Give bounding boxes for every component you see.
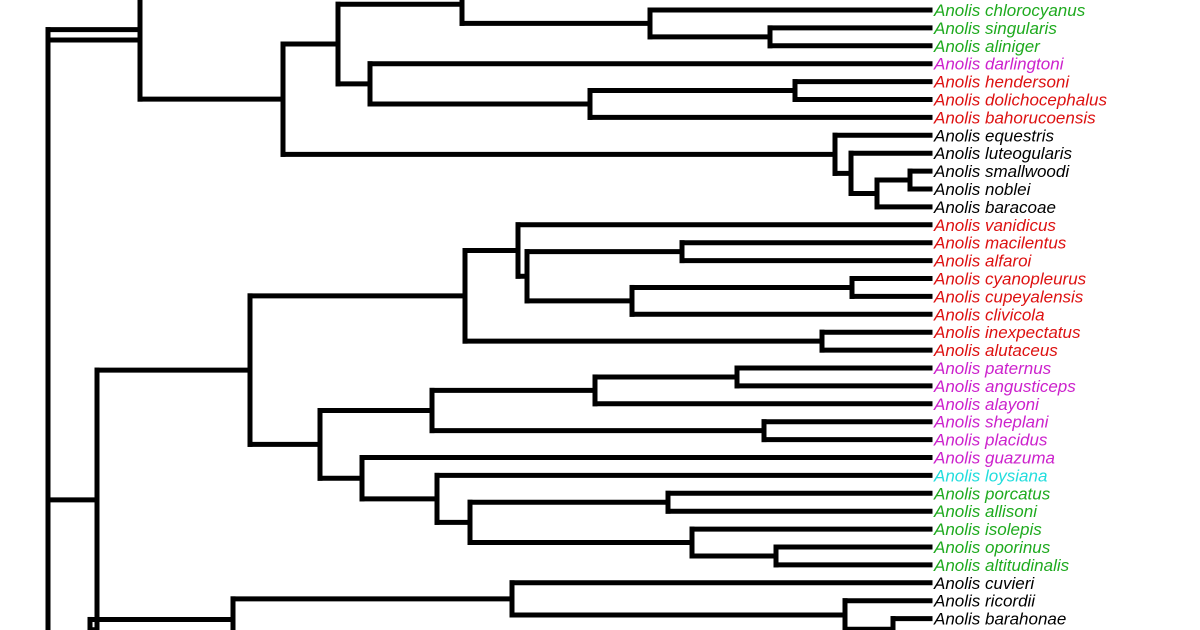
taxon-label: Anolis equestris <box>933 126 1055 145</box>
taxon-label: Anolis guazuma <box>933 449 1055 468</box>
taxon-label: Anolis chlorocyanus <box>933 1 1086 20</box>
taxon-label: Anolis alayoni <box>933 395 1040 414</box>
taxon-label: Anolis darlingtoni <box>933 55 1065 74</box>
taxon-label: Anolis macilentus <box>933 234 1067 253</box>
taxon-label: Anolis vanidicus <box>933 216 1056 235</box>
taxon-label: Anolis noblei <box>933 180 1032 199</box>
taxon-label: Anolis inexpectatus <box>933 323 1081 342</box>
taxon-label: Anolis porcatus <box>933 484 1051 503</box>
taxon-label: Anolis barahonae <box>933 610 1066 629</box>
taxon-label: Anolis cyanopleurus <box>933 270 1087 289</box>
taxon-label: Anolis bahorucoensis <box>933 108 1096 127</box>
taxon-label: Anolis alfaroi <box>933 252 1033 271</box>
taxon-label: Anolis isolepis <box>933 520 1042 539</box>
taxon-label: Anolis hendersoni <box>933 73 1070 92</box>
taxon-label: Anolis cupeyalensis <box>933 287 1084 306</box>
taxon-label: Anolis altitudinalis <box>933 556 1070 575</box>
taxon-label: Anolis alutaceus <box>933 341 1058 360</box>
taxon-label: Anolis allisoni <box>933 502 1038 521</box>
taxon-label: Anolis smallwoodi <box>933 162 1070 181</box>
taxon-label: Anolis oporinus <box>933 538 1051 557</box>
taxon-label: Anolis dolichocephalus <box>933 91 1107 110</box>
taxon-label: Anolis sheplani <box>933 413 1050 432</box>
taxon-label: Anolis angusticeps <box>933 377 1076 396</box>
taxon-label: Anolis cuvieri <box>933 574 1035 593</box>
taxon-label: Anolis singularis <box>933 19 1057 38</box>
taxon-label: Anolis luteogularis <box>933 144 1072 163</box>
taxon-label: Anolis loysiana <box>933 466 1047 485</box>
taxon-label: Anolis baracoae <box>933 198 1056 217</box>
taxon-label: Anolis clivicola <box>933 305 1045 324</box>
taxon-label: Anolis ricordii <box>933 592 1036 611</box>
taxon-label: Anolis placidus <box>933 431 1048 450</box>
tree-branches <box>45 0 933 630</box>
taxon-label: Anolis aliniger <box>933 37 1041 56</box>
taxon-label: Anolis paternus <box>933 359 1052 378</box>
